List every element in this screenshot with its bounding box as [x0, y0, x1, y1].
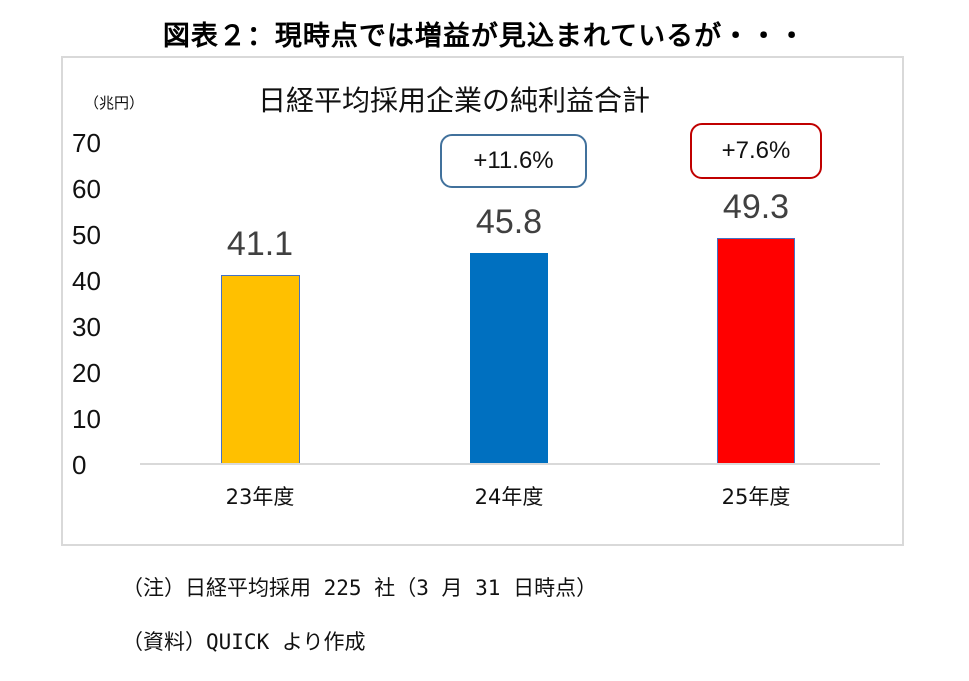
note-text: （注）日経平均採用 225 社（3 月 31 日時点） — [122, 576, 598, 600]
y-tick-0: 0 — [72, 450, 87, 480]
y-tick-50: 50 — [72, 220, 101, 250]
source-text: （資料）QUICK より作成 — [122, 630, 366, 654]
value-label-23: 41.1 — [226, 225, 294, 263]
bar-25 — [717, 238, 795, 464]
growth-badge-24: +11.6% — [440, 134, 587, 188]
value-label-24: 45.8 — [475, 203, 543, 241]
chart-title: 日経平均採用企業の純利益合計 — [258, 84, 651, 117]
y-tick-30: 30 — [72, 312, 101, 342]
y-tick-70: 70 — [72, 128, 101, 158]
bar-24 — [470, 253, 548, 464]
y-tick-60: 60 — [72, 174, 101, 204]
x-label-23: 23年度 — [225, 485, 295, 509]
growth-badge-25: +7.6% — [690, 123, 822, 179]
bar-23 — [221, 275, 300, 464]
y-tick-40: 40 — [72, 266, 101, 296]
y-tick-20: 20 — [72, 358, 101, 388]
figure-title: 図表２：現時点では増益が見込まれているが・・・ — [162, 21, 807, 52]
y-axis-unit: （兆円） — [84, 94, 145, 112]
value-label-25: 49.3 — [722, 188, 790, 226]
x-axis-line — [140, 463, 880, 465]
x-label-24: 24年度 — [474, 485, 544, 509]
x-label-25: 25年度 — [721, 485, 791, 509]
y-tick-10: 10 — [72, 404, 101, 434]
